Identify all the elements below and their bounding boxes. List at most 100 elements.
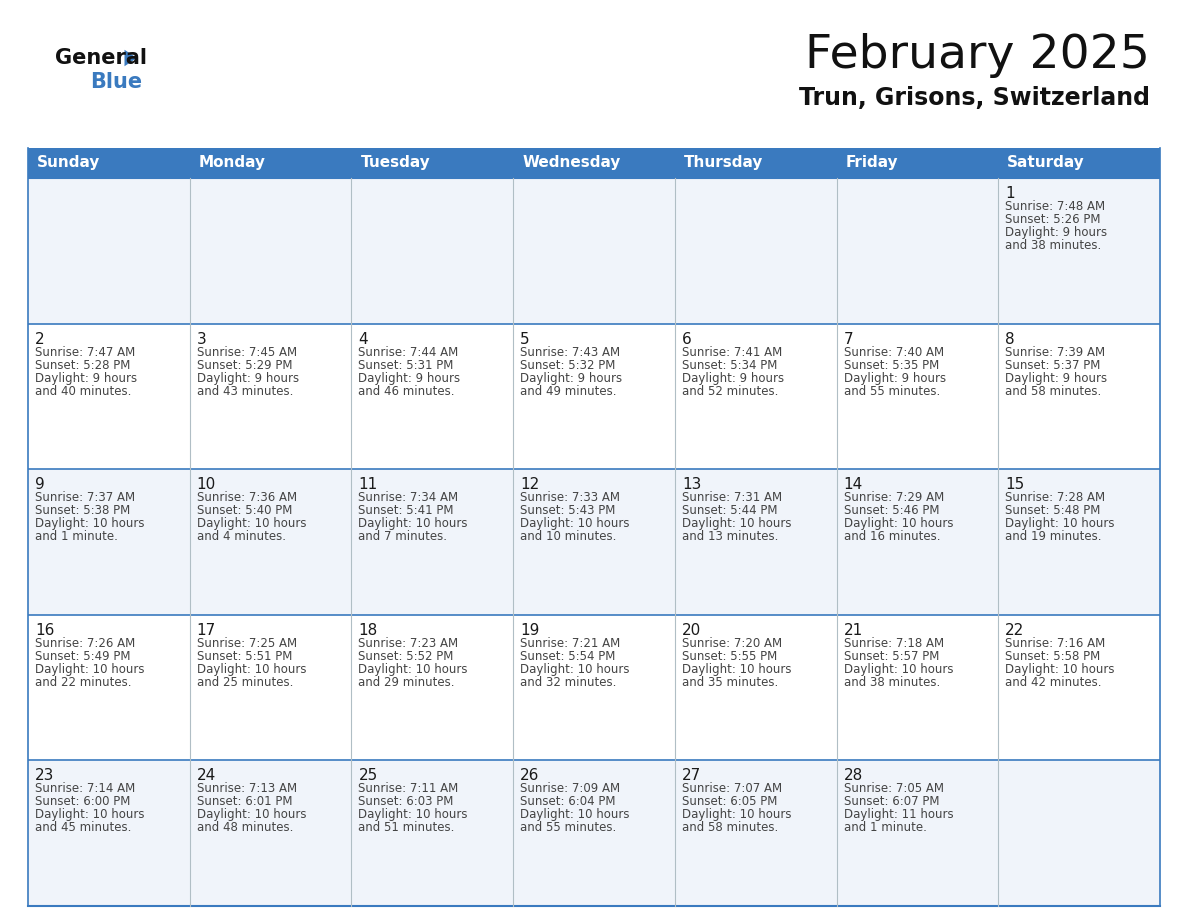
Bar — [675, 469, 836, 615]
Text: Sunset: 6:00 PM: Sunset: 6:00 PM — [34, 795, 131, 809]
Bar — [836, 760, 998, 906]
Bar — [998, 615, 1159, 760]
Text: Monday: Monday — [198, 155, 266, 171]
Bar — [190, 148, 352, 178]
Bar — [675, 615, 836, 760]
Text: Sunrise: 7:47 AM: Sunrise: 7:47 AM — [34, 345, 135, 359]
Bar — [513, 760, 675, 906]
Bar — [998, 760, 1159, 906]
Text: 13: 13 — [682, 477, 701, 492]
Text: and 10 minutes.: and 10 minutes. — [520, 531, 617, 543]
Bar — [190, 760, 352, 906]
Text: Sunset: 5:51 PM: Sunset: 5:51 PM — [197, 650, 292, 663]
Text: Sunrise: 7:11 AM: Sunrise: 7:11 AM — [359, 782, 459, 795]
Text: and 7 minutes.: and 7 minutes. — [359, 531, 448, 543]
Text: Saturday: Saturday — [1007, 155, 1085, 171]
Text: Sunrise: 7:25 AM: Sunrise: 7:25 AM — [197, 637, 297, 650]
Text: Sunset: 6:05 PM: Sunset: 6:05 PM — [682, 795, 777, 809]
Bar — [29, 615, 190, 760]
Bar — [513, 148, 675, 178]
Text: Sunrise: 7:18 AM: Sunrise: 7:18 AM — [843, 637, 943, 650]
Text: and 55 minutes.: and 55 minutes. — [520, 822, 617, 834]
Bar — [352, 324, 513, 469]
Text: 3: 3 — [197, 331, 207, 347]
Text: 19: 19 — [520, 622, 539, 638]
Text: Daylight: 9 hours: Daylight: 9 hours — [1005, 226, 1107, 239]
Text: 26: 26 — [520, 768, 539, 783]
Text: 27: 27 — [682, 768, 701, 783]
Text: Sunset: 5:41 PM: Sunset: 5:41 PM — [359, 504, 454, 517]
Text: Sunset: 5:58 PM: Sunset: 5:58 PM — [1005, 650, 1100, 663]
Text: Daylight: 10 hours: Daylight: 10 hours — [682, 809, 791, 822]
Text: Daylight: 11 hours: Daylight: 11 hours — [843, 809, 953, 822]
Text: 18: 18 — [359, 622, 378, 638]
Text: and 1 minute.: and 1 minute. — [843, 822, 927, 834]
Text: and 19 minutes.: and 19 minutes. — [1005, 531, 1101, 543]
Text: 10: 10 — [197, 477, 216, 492]
Text: Daylight: 10 hours: Daylight: 10 hours — [520, 517, 630, 531]
Text: and 48 minutes.: and 48 minutes. — [197, 822, 293, 834]
Bar — [998, 324, 1159, 469]
Text: 15: 15 — [1005, 477, 1024, 492]
Text: Sunrise: 7:43 AM: Sunrise: 7:43 AM — [520, 345, 620, 359]
Text: 12: 12 — [520, 477, 539, 492]
Text: Sunset: 5:48 PM: Sunset: 5:48 PM — [1005, 504, 1100, 517]
Text: Sunset: 5:43 PM: Sunset: 5:43 PM — [520, 504, 615, 517]
Text: 21: 21 — [843, 622, 862, 638]
Text: Daylight: 9 hours: Daylight: 9 hours — [520, 372, 623, 385]
Bar — [29, 178, 190, 324]
Text: Sunrise: 7:33 AM: Sunrise: 7:33 AM — [520, 491, 620, 504]
Text: and 40 minutes.: and 40 minutes. — [34, 385, 132, 397]
Text: Sunset: 6:03 PM: Sunset: 6:03 PM — [359, 795, 454, 809]
Text: 7: 7 — [843, 331, 853, 347]
Text: 23: 23 — [34, 768, 55, 783]
Text: 9: 9 — [34, 477, 45, 492]
Text: 20: 20 — [682, 622, 701, 638]
Text: 17: 17 — [197, 622, 216, 638]
Text: Daylight: 10 hours: Daylight: 10 hours — [34, 517, 145, 531]
Text: Daylight: 10 hours: Daylight: 10 hours — [359, 809, 468, 822]
Text: Sunrise: 7:20 AM: Sunrise: 7:20 AM — [682, 637, 782, 650]
Bar — [352, 760, 513, 906]
Text: and 51 minutes.: and 51 minutes. — [359, 822, 455, 834]
Text: Sunrise: 7:28 AM: Sunrise: 7:28 AM — [1005, 491, 1105, 504]
Text: Sunset: 5:34 PM: Sunset: 5:34 PM — [682, 359, 777, 372]
Text: and 38 minutes.: and 38 minutes. — [1005, 239, 1101, 252]
Bar — [998, 469, 1159, 615]
Bar — [190, 178, 352, 324]
Text: Daylight: 10 hours: Daylight: 10 hours — [520, 809, 630, 822]
Bar — [190, 615, 352, 760]
Bar — [29, 324, 190, 469]
Text: Daylight: 9 hours: Daylight: 9 hours — [34, 372, 137, 385]
Text: Daylight: 10 hours: Daylight: 10 hours — [197, 809, 307, 822]
Text: Sunrise: 7:39 AM: Sunrise: 7:39 AM — [1005, 345, 1105, 359]
Text: Daylight: 10 hours: Daylight: 10 hours — [197, 663, 307, 676]
Text: and 58 minutes.: and 58 minutes. — [682, 822, 778, 834]
Text: and 35 minutes.: and 35 minutes. — [682, 676, 778, 688]
Text: and 55 minutes.: and 55 minutes. — [843, 385, 940, 397]
Text: and 25 minutes.: and 25 minutes. — [197, 676, 293, 688]
Text: Sunset: 5:38 PM: Sunset: 5:38 PM — [34, 504, 131, 517]
Bar — [352, 148, 513, 178]
Text: and 58 minutes.: and 58 minutes. — [1005, 385, 1101, 397]
Bar — [836, 148, 998, 178]
Text: Daylight: 10 hours: Daylight: 10 hours — [682, 517, 791, 531]
Text: 5: 5 — [520, 331, 530, 347]
Bar — [836, 469, 998, 615]
Text: Sunrise: 7:40 AM: Sunrise: 7:40 AM — [843, 345, 943, 359]
Bar — [998, 178, 1159, 324]
Bar — [675, 760, 836, 906]
Text: Sunset: 5:52 PM: Sunset: 5:52 PM — [359, 650, 454, 663]
Text: Sunrise: 7:31 AM: Sunrise: 7:31 AM — [682, 491, 782, 504]
Text: Sunset: 6:04 PM: Sunset: 6:04 PM — [520, 795, 615, 809]
Text: Sunrise: 7:29 AM: Sunrise: 7:29 AM — [843, 491, 943, 504]
Text: Sunset: 5:31 PM: Sunset: 5:31 PM — [359, 359, 454, 372]
Text: Sunset: 5:46 PM: Sunset: 5:46 PM — [843, 504, 939, 517]
Text: and 22 minutes.: and 22 minutes. — [34, 676, 132, 688]
Text: Sunrise: 7:37 AM: Sunrise: 7:37 AM — [34, 491, 135, 504]
Text: Daylight: 9 hours: Daylight: 9 hours — [1005, 372, 1107, 385]
Text: Daylight: 10 hours: Daylight: 10 hours — [197, 517, 307, 531]
Text: Sunrise: 7:07 AM: Sunrise: 7:07 AM — [682, 782, 782, 795]
Text: Trun, Grisons, Switzerland: Trun, Grisons, Switzerland — [800, 86, 1150, 110]
Text: Sunset: 5:37 PM: Sunset: 5:37 PM — [1005, 359, 1100, 372]
